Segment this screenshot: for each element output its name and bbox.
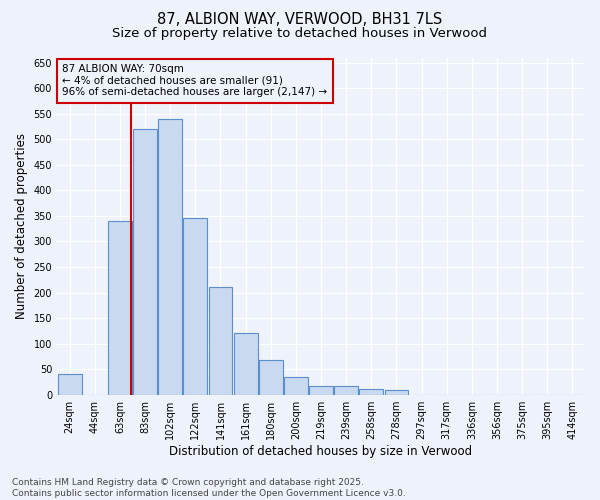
Bar xyxy=(233,334,257,394)
Text: Size of property relative to detached houses in Verwood: Size of property relative to detached ho… xyxy=(113,28,487,40)
Bar xyxy=(209,288,232,395)
Text: 87 ALBION WAY: 70sqm
← 4% of detached houses are smaller (91)
96% of semi-detach: 87 ALBION WAY: 70sqm ← 4% of detached ho… xyxy=(62,64,328,98)
Bar xyxy=(58,374,82,394)
Bar xyxy=(133,129,157,394)
Bar xyxy=(385,390,409,394)
Bar xyxy=(108,221,132,394)
Bar xyxy=(284,377,308,394)
Bar xyxy=(334,386,358,394)
Text: Contains HM Land Registry data © Crown copyright and database right 2025.
Contai: Contains HM Land Registry data © Crown c… xyxy=(12,478,406,498)
Text: 87, ALBION WAY, VERWOOD, BH31 7LS: 87, ALBION WAY, VERWOOD, BH31 7LS xyxy=(157,12,443,28)
Bar xyxy=(184,218,207,394)
Bar xyxy=(259,360,283,394)
X-axis label: Distribution of detached houses by size in Verwood: Distribution of detached houses by size … xyxy=(169,444,473,458)
Bar xyxy=(359,388,383,394)
Bar xyxy=(309,386,333,394)
Bar xyxy=(158,119,182,394)
Y-axis label: Number of detached properties: Number of detached properties xyxy=(15,133,28,319)
